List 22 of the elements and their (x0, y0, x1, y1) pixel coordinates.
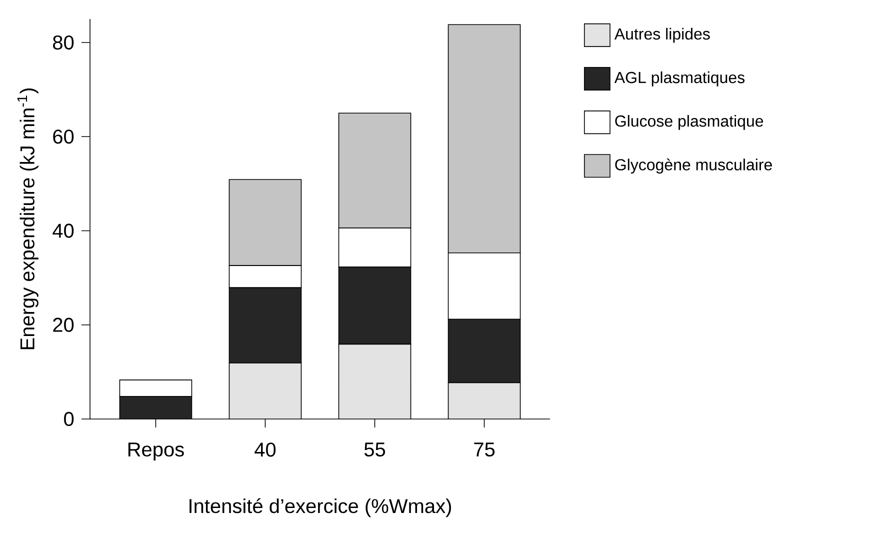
bar (120, 396, 192, 419)
y-tick-label: 0 (64, 412, 74, 426)
legend-label: Glucose plasmatique (615, 114, 764, 130)
bar (338, 266, 412, 345)
legend-label: AGL plasmatiques (614, 71, 745, 86)
x-tick-label: 75 (474, 442, 495, 457)
y-tick-label: 20 (53, 318, 74, 332)
x-axis-title: Intensité d’exercice (%Wmax) (190, 498, 451, 518)
bar (338, 344, 411, 419)
x-tick-label: 40 (254, 442, 276, 457)
y-tick-label: 80 (53, 35, 74, 50)
x-tick-label: 55 (364, 442, 386, 457)
y-tick-label: 60 (53, 130, 74, 144)
bar (229, 362, 302, 419)
bar (448, 318, 521, 384)
x-tick-label: Repos (128, 442, 184, 460)
y-axis-title: Energy expenditure (kJ min$^{-1}$) (17, 88, 38, 350)
bar (448, 382, 521, 419)
legend-label: Glycogène musculaire (615, 158, 772, 174)
y-tick-label: 40 (52, 224, 74, 238)
bar (228, 287, 302, 364)
legend-label: Autres lipides (614, 28, 710, 43)
